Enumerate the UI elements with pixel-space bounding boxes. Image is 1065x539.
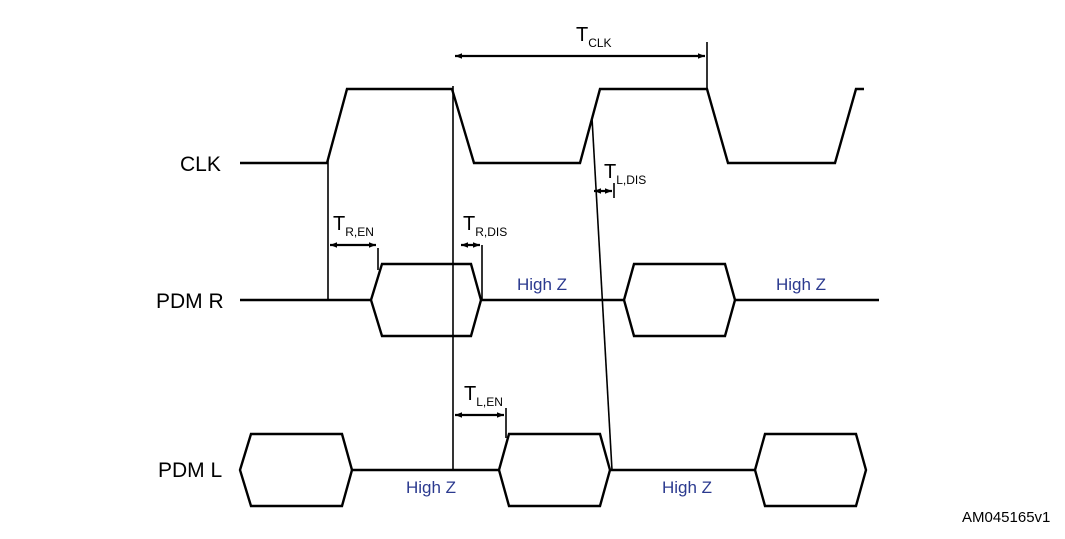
pdm-l-waveform: [238, 432, 868, 508]
clk-signal-label: CLK: [180, 153, 221, 176]
pdm-r-high-z-label-1: High Z: [517, 275, 567, 294]
pdm-r-data-valid-2: [622, 262, 737, 338]
t-r-en-label: TR,EN: [333, 213, 374, 239]
figure-code: AM045165v1: [962, 509, 1050, 526]
timing-measurements: [330, 53, 705, 418]
t-l-dis-label: TL,DIS: [604, 161, 646, 187]
pdm-l-signal-label: PDM L: [158, 459, 222, 482]
pdm-l-data-valid-2: [497, 432, 612, 508]
pdm-l-data-valid-3: [753, 432, 868, 508]
t-clk-label: TCLK: [576, 24, 612, 50]
t-r-dis-label: TR,DIS: [463, 213, 507, 239]
pdm-r-high-z-label-2: High Z: [776, 275, 826, 294]
timing-guide-lines: [327, 42, 708, 471]
pdm-l-high-z-label-1: High Z: [406, 478, 456, 497]
pdm-r-data-valid-1: [369, 262, 483, 338]
t-l-en-label: TL,EN: [464, 383, 503, 409]
pdm-l-data-valid-1: [238, 432, 354, 508]
clk-waveform: [240, 87, 864, 165]
pdm-r-signal-label: PDM R: [156, 290, 224, 313]
pdm-l-high-z-label-2: High Z: [662, 478, 712, 497]
